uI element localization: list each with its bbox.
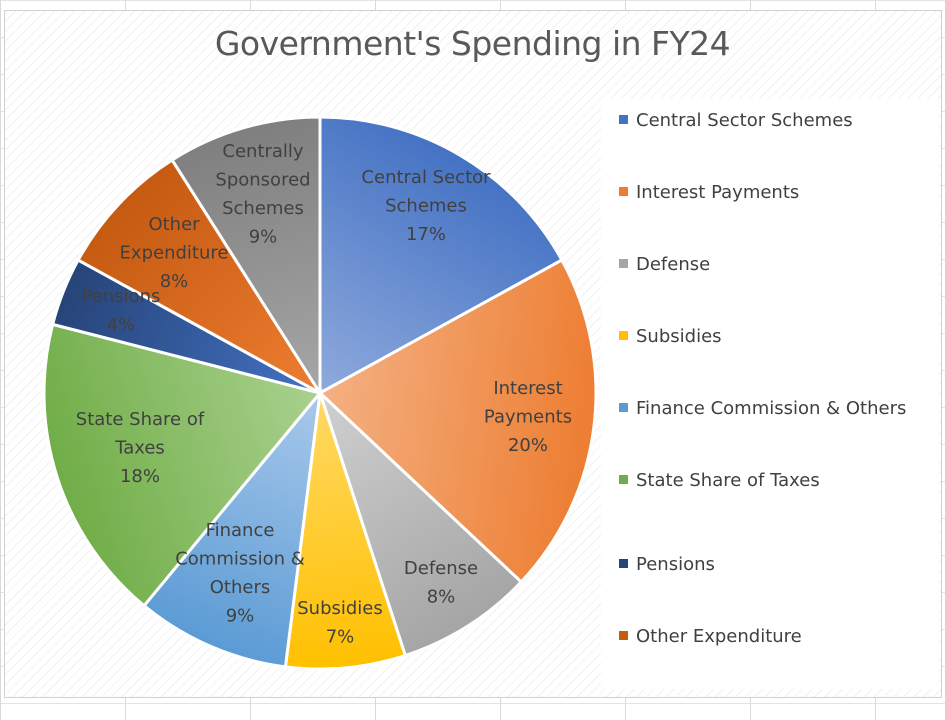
chart-title: Government's Spending in FY24 <box>214 24 731 63</box>
legend-item-state-share-of-taxes[interactable]: State Share of Taxes <box>619 467 929 495</box>
data-label-central-sector-schemes: Central Sector Schemes 17% <box>361 167 491 245</box>
legend-label: Interest Payments <box>636 182 800 203</box>
pie-slice-defense[interactable] <box>318 391 524 658</box>
data-label-finance-commission-others: Finance Commission & Others 9% <box>175 520 305 627</box>
legend-label: Other Expenditure <box>636 626 802 647</box>
legend-item-finance-commission-others[interactable]: Finance Commission & Others <box>619 395 929 423</box>
pie-slice-finance-commission-others[interactable] <box>141 388 323 669</box>
legend-label: Subsidies <box>636 326 722 347</box>
legend-item-interest-payments[interactable]: Interest Payments <box>619 179 929 207</box>
legend-swatch <box>619 115 628 124</box>
pie-slice-subsidies[interactable] <box>283 392 408 671</box>
data-label-interest-payments: Interest Payments 20% <box>484 378 572 456</box>
data-label-centrally-sponsored-schemes: Centrally Sponsored Schemes 9% <box>215 141 310 248</box>
legend-swatch <box>619 331 628 340</box>
legend-swatch <box>619 259 628 268</box>
legend-label: Defense <box>636 254 711 275</box>
legend-item-pensions[interactable]: Pensions <box>619 551 929 579</box>
legend-swatch <box>619 559 628 568</box>
pie-slice-centrally-sponsored-schemes[interactable] <box>170 115 322 399</box>
pie-slice-interest-payments[interactable] <box>317 257 598 585</box>
legend-swatch <box>619 631 628 640</box>
legend-item-defense[interactable]: Defense <box>619 251 929 279</box>
data-label-pensions: Pensions 4% <box>82 286 161 336</box>
data-label-subsidies: Subsidies 7% <box>297 598 383 648</box>
legend-label: Finance Commission & Others <box>636 398 907 419</box>
pie-slice-central-sector-schemes[interactable] <box>318 115 564 396</box>
legend-swatch <box>619 403 628 412</box>
legend-swatch <box>619 187 628 196</box>
data-label-other-expenditure: Other Expenditure 8% <box>120 214 229 292</box>
pie-slice-state-share-of-taxes[interactable] <box>42 322 323 608</box>
legend-item-subsidies[interactable]: Subsidies <box>619 323 929 351</box>
legend-label: State Share of Taxes <box>636 470 820 491</box>
data-label-state-share-of-taxes: State Share of Taxes 18% <box>76 409 205 487</box>
legend-swatch <box>619 475 628 484</box>
data-label-defense: Defense 8% <box>404 558 478 608</box>
legend-label: Central Sector Schemes <box>636 110 853 131</box>
legend-item-central-sector-schemes[interactable]: Central Sector Schemes <box>619 107 929 135</box>
chart-legend[interactable]: Central Sector Schemes Interest Payments D… <box>601 99 939 689</box>
pie-slice-other-expenditure[interactable] <box>76 157 322 395</box>
legend-item-other-expenditure[interactable]: Other Expenditure <box>619 623 929 651</box>
legend-label: Pensions <box>636 554 715 575</box>
